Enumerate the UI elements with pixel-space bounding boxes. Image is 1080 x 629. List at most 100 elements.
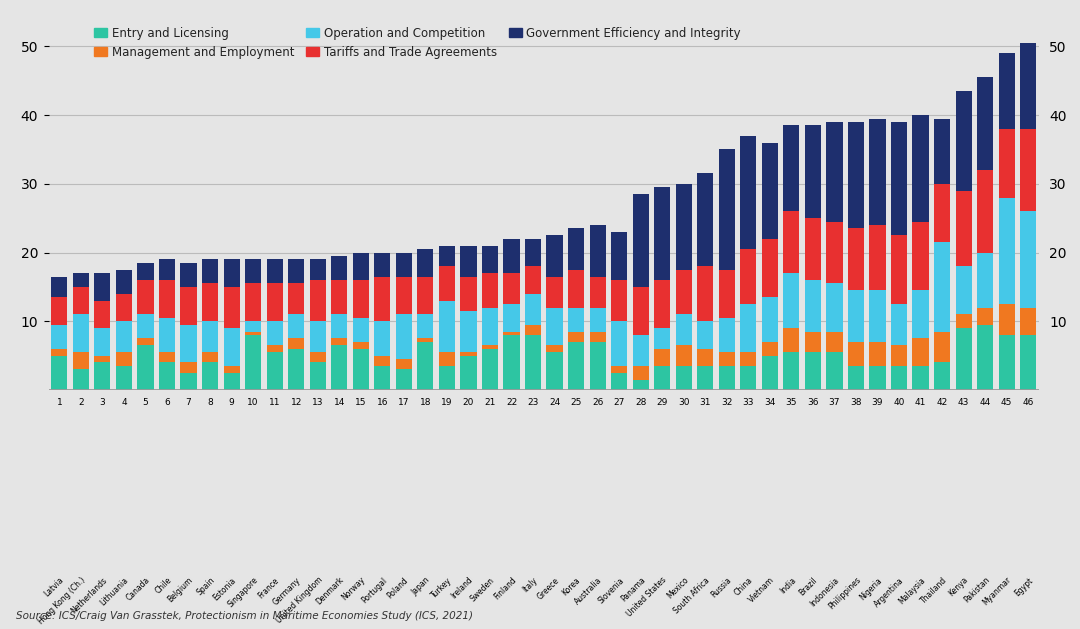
Bar [460,355,476,390]
Bar [805,331,821,352]
Bar [869,291,886,342]
Bar [395,252,411,277]
Bar [180,325,197,362]
Bar [611,232,627,280]
Bar [740,304,756,352]
Text: Germany: Germany [271,576,302,607]
Bar [848,291,864,342]
Text: Australia: Australia [573,576,604,606]
Bar [934,331,950,362]
Bar [826,122,842,221]
Bar [288,259,305,284]
Text: France: France [257,576,281,600]
Bar [310,280,326,321]
Bar [913,221,929,291]
Bar [353,318,369,342]
Bar [761,143,778,239]
Bar [224,373,240,390]
Bar [956,91,972,191]
Bar [51,325,67,348]
Bar [288,348,305,390]
Bar [698,174,713,266]
Text: Russia: Russia [710,576,733,599]
Bar [654,280,671,328]
Text: Portugal: Portugal [360,576,389,604]
Text: Chile: Chile [153,576,174,596]
Bar [654,187,671,280]
Text: Lithuania: Lithuania [98,576,131,608]
Bar [934,362,950,390]
Bar [438,352,455,366]
Bar [224,259,240,287]
Bar [611,366,627,373]
Text: Finland: Finland [491,576,517,601]
Bar [676,184,692,270]
Bar [546,235,563,277]
Bar [698,266,713,321]
Bar [288,338,305,348]
Bar [159,259,175,280]
Bar [395,359,411,369]
Text: Italy: Italy [521,576,539,594]
Bar [94,355,110,362]
Bar [51,297,67,325]
Bar [698,321,713,348]
Bar [761,342,778,355]
Bar [546,277,563,308]
Bar [94,362,110,390]
Bar [633,335,649,366]
Bar [891,235,907,304]
Bar [460,277,476,311]
Bar [590,225,606,277]
Bar [783,328,799,352]
Text: Kenya: Kenya [947,576,970,598]
Bar [332,256,348,280]
Text: South Africa: South Africa [672,576,712,615]
Bar [482,345,498,348]
Bar [525,325,541,335]
Bar [913,338,929,366]
Text: Hong Kong (Ch.): Hong Kong (Ch.) [37,576,87,626]
Bar [267,259,283,284]
Bar [116,366,132,390]
Bar [288,284,305,314]
Bar [417,342,433,390]
Text: Latvia: Latvia [42,576,66,599]
Bar [676,345,692,366]
Bar [891,345,907,366]
Bar [956,191,972,266]
Bar [869,118,886,225]
Bar [568,308,584,331]
Bar [310,352,326,362]
Bar [611,321,627,366]
Bar [224,287,240,328]
Bar [1021,43,1037,129]
Text: Norway: Norway [340,576,367,603]
Bar [826,331,842,352]
Bar [848,122,864,228]
Bar [611,373,627,390]
Bar [633,366,649,380]
Bar [159,318,175,352]
Bar [51,355,67,390]
Bar [159,280,175,318]
Bar [460,246,476,277]
Text: Malaysia: Malaysia [896,576,927,606]
Text: Estonia: Estonia [212,576,238,602]
Bar [590,342,606,390]
Bar [332,280,348,314]
Text: Belgium: Belgium [166,576,194,604]
Bar [848,366,864,390]
Bar [590,277,606,308]
Bar [698,348,713,366]
Bar [482,308,498,345]
Bar [590,331,606,342]
Bar [116,321,132,352]
Bar [395,314,411,359]
Bar [267,321,283,345]
Bar [180,362,197,373]
Bar [761,297,778,342]
Bar [525,239,541,266]
Text: Myanmar: Myanmar [981,576,1013,608]
Bar [267,284,283,321]
